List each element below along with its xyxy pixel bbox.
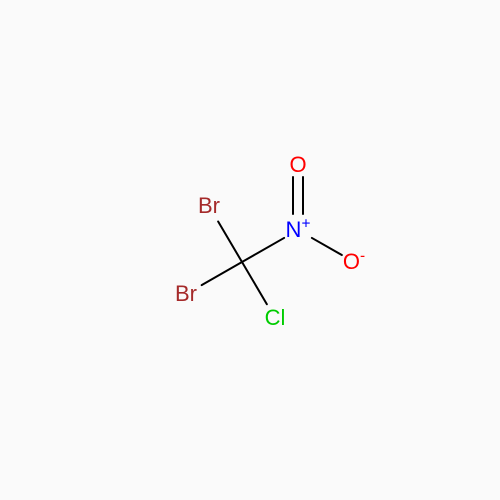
bond-layer [0, 0, 500, 500]
atom-Br2: Br [175, 283, 197, 305]
atom-Br1: Br [198, 195, 220, 217]
molecule-canvas: N+ O O- Cl Br Br [0, 0, 500, 500]
atom-O_neg: O- [343, 251, 365, 273]
atom-O_db: O [289, 154, 306, 176]
atom-Cl: Cl [265, 307, 286, 329]
atom-N: N+ [286, 219, 311, 241]
